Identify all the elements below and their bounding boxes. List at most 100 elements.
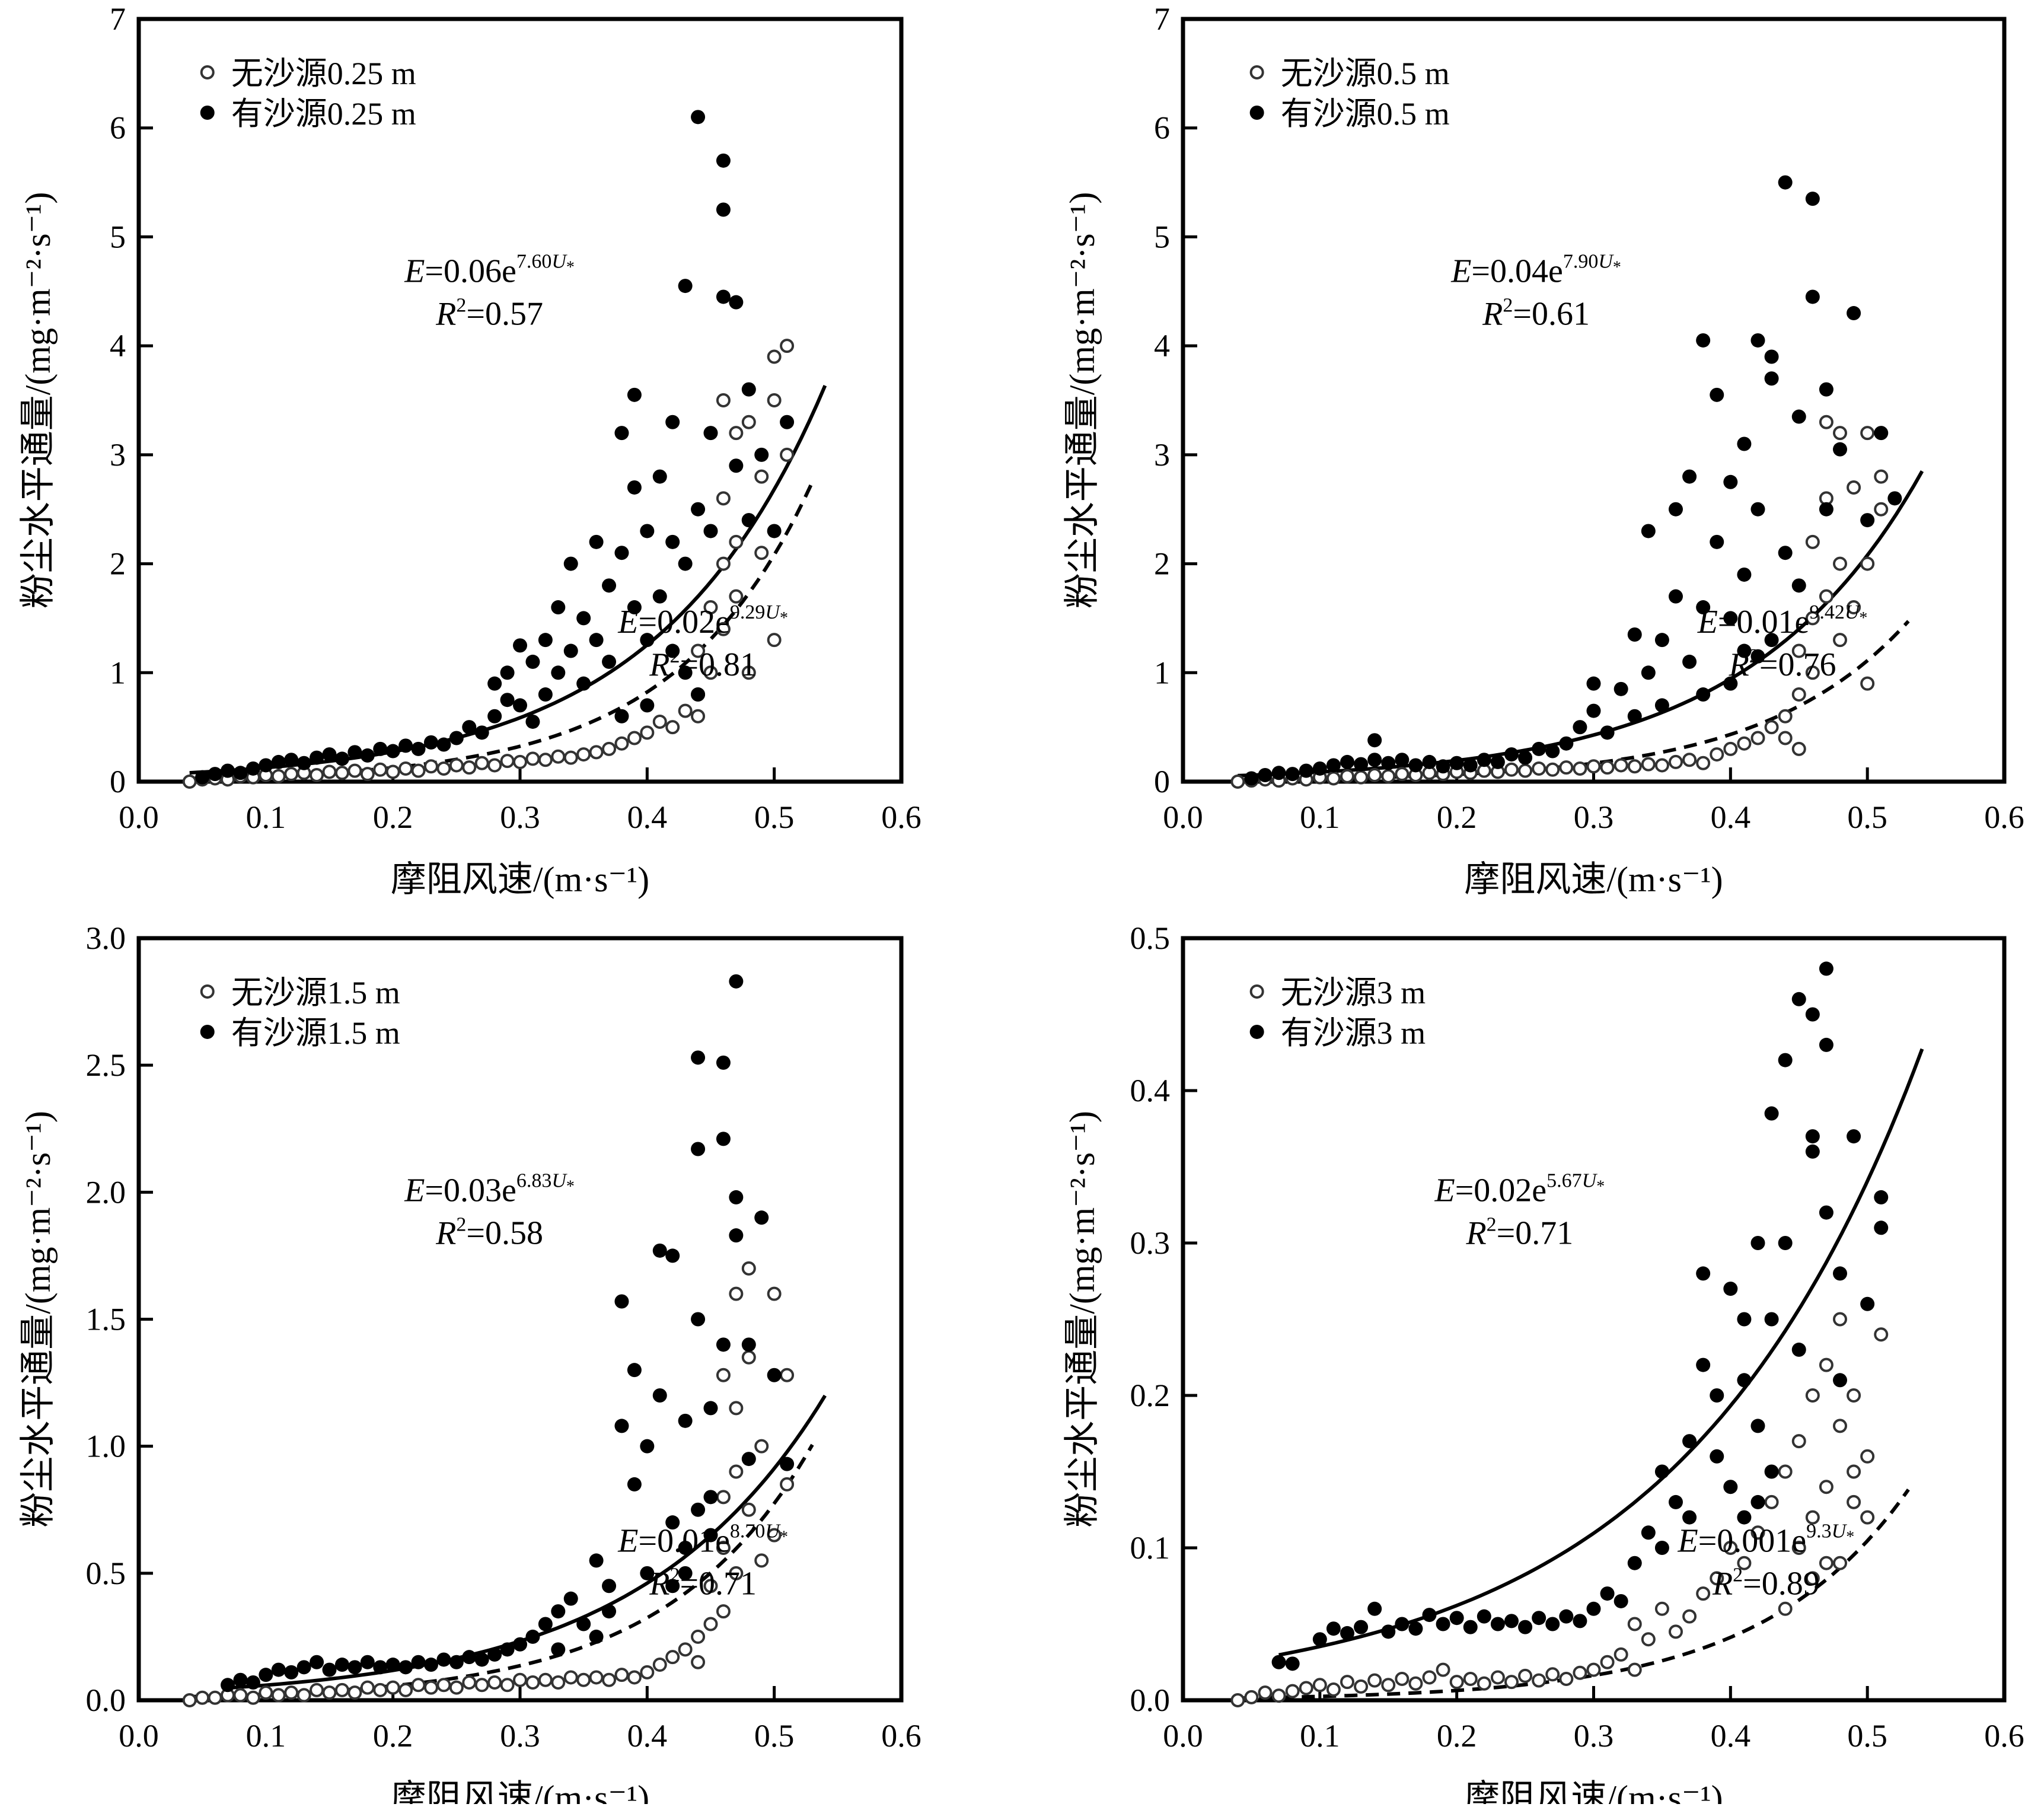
open-circle-point (423, 1680, 438, 1695)
filled-circle-point (729, 1190, 744, 1204)
filled-series-equation: E=0.06e7.60U* (404, 251, 575, 290)
y-tick-label: 5 (110, 219, 126, 254)
filled-circle-point (640, 1439, 655, 1454)
open-circle-point (462, 1675, 477, 1690)
equation-exponent: 9.3 (1806, 1520, 1832, 1542)
open-circle-point (767, 349, 782, 364)
filled-circle-point (665, 1579, 680, 1594)
filled-circle-point (589, 633, 604, 648)
open-circle-point (449, 758, 464, 773)
open-circle-point (1860, 426, 1875, 441)
legend-label: 有沙源1.5 m (231, 1015, 400, 1051)
legend-marker-filled (200, 106, 215, 120)
x-tick-label: 0.5 (754, 799, 795, 835)
filled-circle-point (411, 1655, 426, 1669)
filled-circle-point (563, 643, 578, 658)
filled-circle-point (1682, 654, 1697, 669)
open-circle-point (449, 1680, 464, 1695)
filled-circle-point (1805, 1129, 1820, 1144)
filled-circle-point (1408, 1621, 1423, 1636)
filled-circle-point (1654, 698, 1669, 713)
filled-circle-point (652, 589, 667, 604)
filled-circle-point (1764, 1312, 1779, 1327)
filled-circle-point (334, 751, 349, 766)
open-circle-point (1504, 1675, 1519, 1690)
open-circle-point (754, 1439, 769, 1454)
open-circle-point (182, 775, 197, 789)
filled-circle-point (334, 1658, 349, 1672)
filled-circle-point (551, 600, 566, 615)
open-circle-point (1860, 676, 1875, 691)
filled-circle-point (716, 202, 731, 217)
filled-circle-point (1750, 1419, 1765, 1433)
open-circle-point (271, 1688, 286, 1703)
open-circle-point (780, 339, 795, 353)
open-circle-point (665, 720, 680, 735)
open-circle-point (1791, 741, 1806, 756)
open-circle-point (1710, 1571, 1724, 1586)
open-circle-point (652, 714, 667, 729)
open-circle-point (1354, 1679, 1369, 1694)
filled-circle-point (1545, 1617, 1560, 1631)
filled-circle-point (576, 676, 591, 691)
filled-circle-point (347, 1660, 362, 1675)
filled-circle-point (1463, 758, 1478, 773)
open-series-equation: E=0.01e8.70U* (617, 1520, 788, 1559)
filled-circle-point (1271, 1655, 1286, 1669)
filled-series-equation: E=0.02e5.67U* (1434, 1169, 1605, 1209)
equation-coefficient: =0.04e (1471, 253, 1563, 290)
filled-circle-point (1490, 1617, 1505, 1631)
open-circle-point (1819, 1357, 1833, 1372)
open-circle-point (678, 1642, 693, 1657)
open-circle-point (1381, 769, 1396, 783)
filled-circle-point (1737, 1312, 1752, 1327)
y-tick-label: 1.5 (86, 1302, 126, 1337)
filled-series-r-squared: R2=0.58 (435, 1213, 543, 1251)
open-circle-point (767, 393, 782, 407)
filled-circle-point (1381, 1624, 1396, 1639)
open-circle-point (310, 767, 324, 782)
filled-circle-point (462, 1650, 477, 1665)
filled-circle-point (1819, 382, 1833, 397)
x-tick-label: 0.5 (754, 1718, 795, 1754)
filled-circle-point (729, 1228, 744, 1243)
filled-circle-point (1312, 1632, 1327, 1647)
filled-circle-point (423, 735, 438, 750)
open-circle-point (1833, 1312, 1847, 1327)
open-circle-point (1819, 1480, 1833, 1494)
open-circle-point (1395, 1672, 1410, 1687)
filled-circle-point (1518, 1620, 1533, 1634)
x-tick-label: 0.2 (1437, 799, 1477, 835)
open-circle-point (525, 751, 540, 766)
x-tick-label: 0.2 (373, 1718, 413, 1754)
equation-exponent-subscript: * (1846, 1528, 1854, 1546)
open-circle-point (1285, 1684, 1300, 1698)
open-circle-point (1750, 1525, 1765, 1540)
filled-circle-point (1422, 1608, 1437, 1623)
open-circle-point (729, 426, 744, 441)
filled-circle-point (754, 447, 769, 462)
open-circle-point (1819, 589, 1833, 604)
filled-circle-point (1627, 1556, 1642, 1570)
filled-circle-point (1559, 1609, 1574, 1624)
equation-exponent-variable: U (551, 251, 567, 273)
x-tick-label: 0.6 (1984, 799, 2024, 835)
filled-series-r-squared: R2=0.61 (1482, 295, 1590, 333)
chart-panel-top-right: 0.0 0.1 0.2 0.3 0.4 0.5 0.6 0 1 2 3 4 5 6 7 摩阻风速/(m·s⁻¹… (1063, 1, 2024, 899)
legend-label: 无沙源0.5 m (1281, 56, 1450, 91)
open-circle-point (195, 1690, 210, 1705)
legend-marker-open (1249, 65, 1264, 80)
filled-circle-point (245, 761, 260, 776)
filled-circle-point (1504, 747, 1519, 762)
open-circle-point (665, 1650, 680, 1665)
y-tick-label: 4 (110, 328, 126, 364)
filled-circle-point (563, 1591, 578, 1606)
open-circle-point (703, 1579, 718, 1594)
y-tick-label: 4 (1154, 328, 1170, 364)
filled-circle-point (1750, 1494, 1765, 1509)
open-circle-point (729, 534, 744, 549)
filled-circle-point (1819, 1037, 1833, 1052)
filled-series-r-squared: R2=0.57 (435, 295, 543, 333)
filled-circle-point (436, 1652, 451, 1667)
r-squared-value: =0.76 (1759, 646, 1836, 683)
